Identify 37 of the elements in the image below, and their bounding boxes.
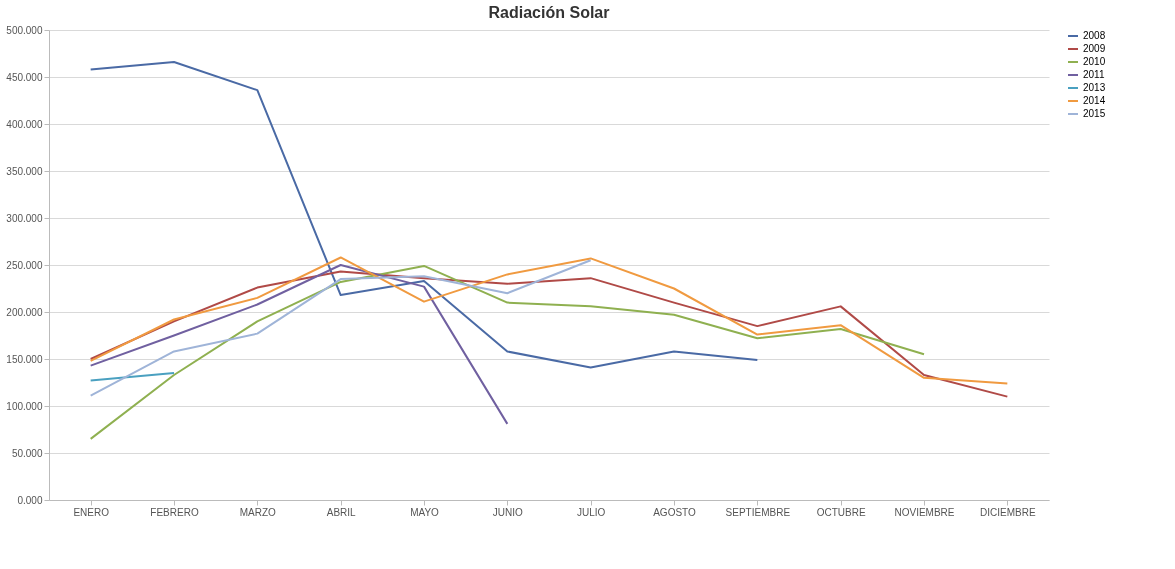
y-tick-label: 500.000 [6,24,43,36]
chart-title: Radiación Solar [488,4,610,21]
y-tick-label: 350.000 [6,165,43,177]
y-tick-label: 0.000 [17,494,43,506]
x-tick-label: AGOSTO [653,506,697,518]
y-tick-label: 150.000 [6,353,43,365]
legend-label: 2009 [1083,43,1106,54]
legend-label: 2015 [1083,108,1106,119]
x-tick-label: SEPTIEMBRE [725,506,791,518]
line-series [89,264,509,425]
y-tick-label: 50.000 [11,447,43,459]
y-tick-label: 100.000 [6,400,43,412]
legend-label: 2008 [1083,30,1106,41]
y-tick-label: 450.000 [6,71,43,83]
x-tick-label: MARZO [239,506,277,518]
x-tick-label: ABRIL [326,506,357,518]
legend-label: 2011 [1083,69,1105,80]
x-tick-label: NOVIEMBRE [894,506,955,518]
legend-label: 2014 [1083,95,1106,106]
x-tick-label: FEBRERO [150,506,199,518]
line-series [89,60,759,369]
legend-label: 2010 [1083,56,1106,67]
y-tick-label: 200.000 [6,306,43,318]
x-tick-label: MAYO [410,506,440,518]
line-series [89,259,592,397]
x-tick-label: JUNIO [492,506,524,518]
y-tick-label: 300.000 [6,212,43,224]
y-tick-label: 250.000 [6,259,43,271]
y-tick-label: 400.000 [6,118,43,130]
legend-label: 2013 [1083,82,1106,93]
x-tick-label: JULIO [576,506,606,518]
line-series [89,270,1009,398]
line-series [89,256,1009,385]
x-tick-label: OCTUBRE [816,506,866,518]
line-series [89,264,925,440]
x-tick-label: DICIEMBRE [980,506,1036,518]
x-tick-label: ENERO [73,506,110,518]
